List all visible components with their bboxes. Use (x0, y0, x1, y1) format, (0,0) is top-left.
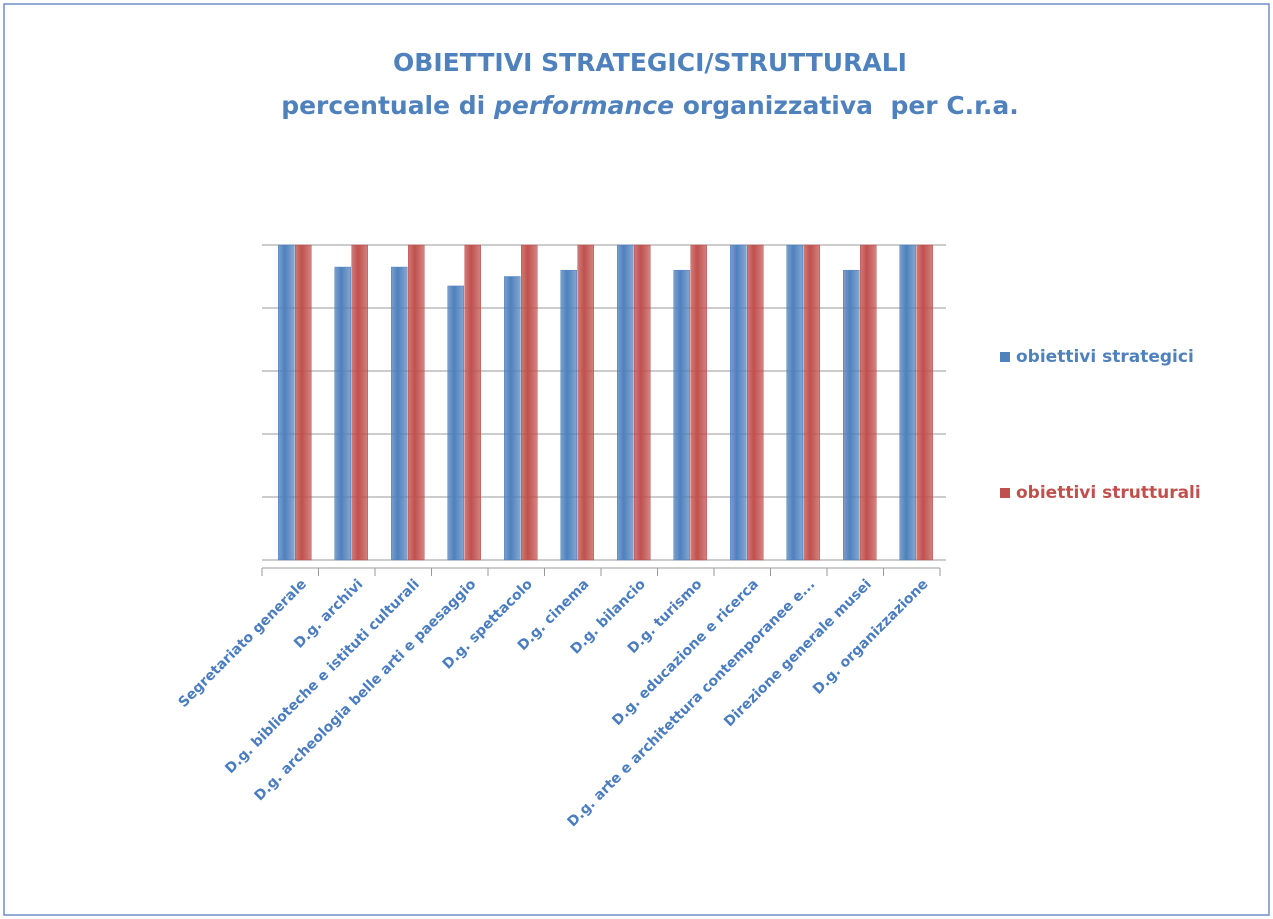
x-tick-label: Segretariato generale (175, 576, 309, 710)
bar (278, 244, 295, 561)
bar (577, 244, 594, 561)
bar (843, 269, 860, 561)
frame (3, 3, 1270, 916)
bar (803, 244, 820, 561)
bar (690, 244, 707, 561)
bar (334, 266, 351, 561)
bar (351, 244, 368, 561)
bar (447, 285, 464, 561)
bar (786, 244, 803, 561)
bar (634, 244, 651, 561)
legend-label: obiettivi strategici (1016, 347, 1194, 367)
bar (899, 244, 916, 561)
chart-subtitle: percentuale di performance organizzativa… (281, 91, 1019, 120)
bar (916, 244, 933, 561)
subtitle-part: organizzativa per C.r.a. (674, 91, 1019, 120)
bar (504, 276, 521, 561)
bar (391, 266, 408, 561)
bar (560, 269, 577, 561)
x-tick-label: D.g. biblioteche e istituti culturali (222, 576, 423, 777)
legend-swatch (1000, 352, 1010, 362)
bar (747, 244, 764, 561)
legend-swatch (1000, 488, 1010, 498)
subtitle-emphasis: performance (493, 91, 674, 120)
bar (617, 244, 634, 561)
bar (730, 244, 747, 561)
subtitle-part: percentuale di (281, 91, 494, 120)
bar (295, 244, 312, 561)
legend-label: obiettivi strutturali (1016, 483, 1201, 503)
chart-title: OBIETTIVI STRATEGICI/STRUTTURALI (393, 48, 907, 77)
bar (673, 269, 690, 561)
bar (521, 244, 538, 561)
bar (464, 244, 481, 561)
bar (860, 244, 877, 561)
bar (408, 244, 425, 561)
x-tick-label: D.g. organizzazione (810, 576, 931, 697)
